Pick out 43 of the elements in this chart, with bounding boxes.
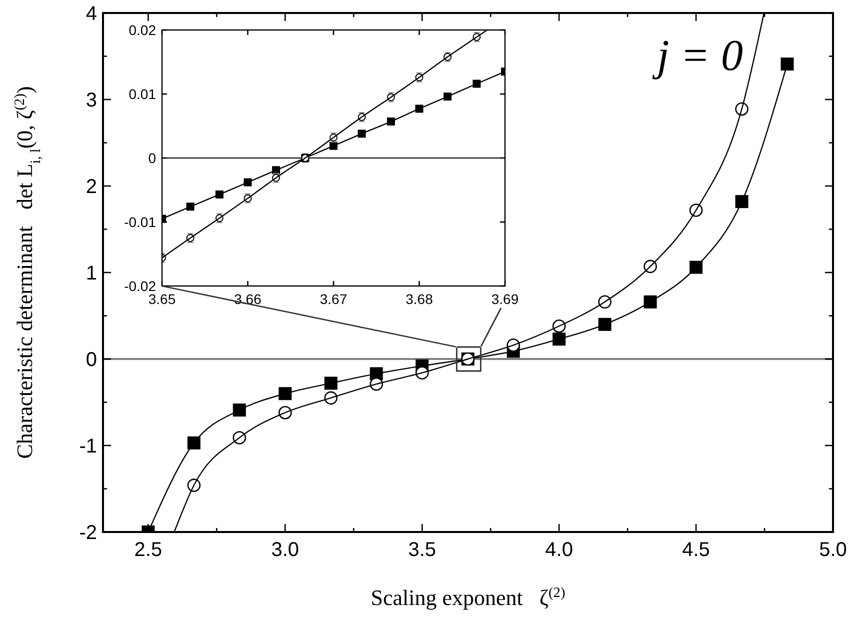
x-tick-label: 5.0 — [819, 539, 847, 561]
x-tick-label: 3.65 — [148, 291, 176, 307]
x-tick-label: 3.66 — [234, 291, 262, 307]
y-tick-label: 0 — [148, 150, 156, 166]
point — [324, 376, 338, 390]
y-tick-label: 0 — [86, 349, 97, 371]
point — [232, 404, 246, 417]
x-tick-label: 3.67 — [320, 291, 348, 307]
point — [598, 318, 612, 331]
x-tick-label: 3.0 — [271, 539, 300, 561]
x-tick-label: 4.5 — [682, 539, 710, 561]
y-tick-label: -0.02 — [124, 278, 156, 294]
point — [472, 80, 481, 88]
point — [386, 118, 395, 126]
x-tick-label: 2.5 — [134, 539, 162, 561]
point — [644, 295, 657, 308]
y-tick-label: -2 — [79, 522, 97, 544]
point — [780, 58, 794, 71]
point — [244, 178, 252, 186]
y-tick-label: 0.02 — [128, 22, 156, 38]
point — [690, 260, 703, 274]
point — [215, 190, 224, 198]
x-axis-title: Scaling exponent ζ$^{(2)}$ — [370, 585, 566, 610]
y-tick-label: 1 — [86, 262, 97, 284]
point — [187, 436, 200, 450]
y-tick-label: -1 — [79, 436, 97, 458]
x-tick-label: 3.5 — [408, 539, 436, 561]
y-tick-label: 4 — [86, 3, 97, 25]
point — [358, 130, 366, 138]
point — [186, 202, 194, 211]
x-tick-label: 3.68 — [406, 291, 434, 307]
point — [444, 92, 452, 101]
point — [415, 104, 424, 113]
x-tick-label: 4.0 — [545, 539, 573, 561]
point — [552, 332, 566, 346]
x-tick-label: 3.69 — [491, 291, 519, 307]
y-tick-label: 2 — [86, 176, 97, 198]
point — [735, 195, 748, 208]
annotation: j = 0 — [652, 31, 743, 80]
y-tick-label: -0.01 — [124, 214, 156, 230]
point — [278, 387, 292, 400]
y-tick-label: 3 — [86, 90, 97, 112]
y-tick-label: 0.01 — [128, 86, 156, 102]
